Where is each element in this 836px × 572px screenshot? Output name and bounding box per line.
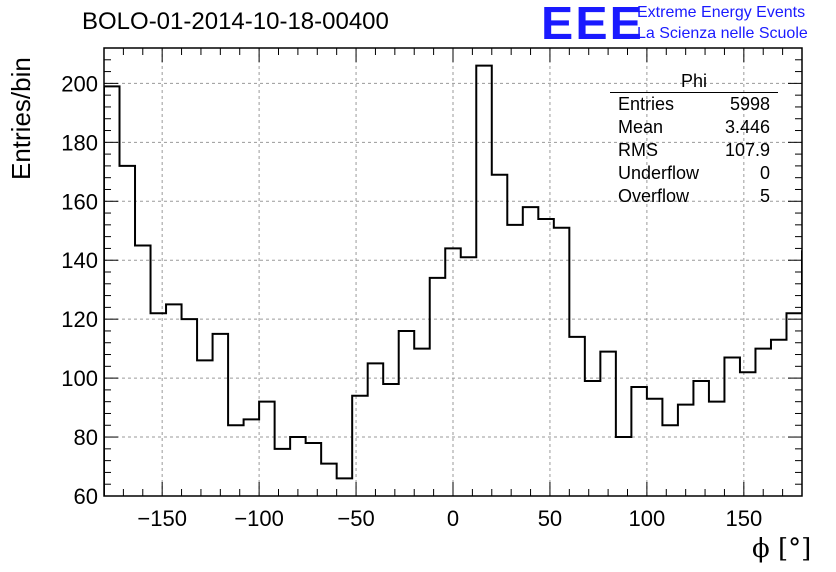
y-tick-label: 180 bbox=[61, 130, 98, 155]
stats-row-overflow: Overflow 5 bbox=[610, 185, 778, 208]
histogram-line bbox=[104, 64, 802, 496]
axis-ticks bbox=[103, 47, 803, 497]
stats-row-mean: Mean 3.446 bbox=[610, 116, 778, 139]
stats-value: 5 bbox=[759, 186, 770, 206]
y-axis-label: Entries/bin bbox=[6, 57, 36, 180]
stats-value: 107.9 bbox=[724, 140, 770, 160]
stats-row-entries: Entries 5998 bbox=[610, 93, 778, 116]
stats-value: 3.446 bbox=[724, 117, 770, 137]
stats-label: Underflow bbox=[618, 163, 700, 183]
stats-value: 5998 bbox=[729, 94, 770, 114]
stats-label: Mean bbox=[618, 117, 664, 137]
x-tick-label: 0 bbox=[447, 506, 459, 531]
y-tick-label: 100 bbox=[61, 366, 98, 391]
x-tick-label: 100 bbox=[629, 506, 666, 531]
y-tick-label: 140 bbox=[61, 248, 98, 273]
tick-labels: −150 −100 −50 0 50 100 150 60 80 100 120 140 160 180 2… bbox=[61, 71, 762, 531]
stats-row-rms: RMS 107.9 bbox=[610, 139, 778, 162]
stats-label: Entries bbox=[618, 94, 675, 114]
stats-box-title: Phi bbox=[610, 70, 778, 93]
y-tick-label: 200 bbox=[61, 71, 98, 96]
eee-logo: EEE bbox=[541, 0, 644, 49]
x-axis-label: ϕ [°] bbox=[752, 534, 812, 564]
org-name-line1: Extreme Energy Events bbox=[637, 4, 806, 21]
x-tick-label: −50 bbox=[337, 506, 374, 531]
stats-box: Phi Entries 5998 Mean 3.446 RMS 107.9 Un… bbox=[610, 70, 778, 208]
y-tick-label: 120 bbox=[61, 307, 98, 332]
stats-row-underflow: Underflow 0 bbox=[610, 162, 778, 185]
x-tick-label: −150 bbox=[137, 506, 187, 531]
stats-label: RMS bbox=[618, 140, 658, 160]
x-tick-label: 150 bbox=[725, 506, 762, 531]
chart-title: BOLO-01-2014-10-18-00400 bbox=[82, 8, 389, 35]
y-tick-label: 80 bbox=[74, 425, 98, 450]
grid-lines bbox=[104, 48, 802, 497]
y-tick-label: 160 bbox=[61, 189, 98, 214]
y-tick-label: 60 bbox=[74, 484, 98, 509]
x-tick-label: −100 bbox=[234, 506, 284, 531]
histogram-series bbox=[104, 64, 802, 496]
org-name-line2: La Scienza nelle Scuole bbox=[637, 25, 808, 42]
stats-value: 0 bbox=[759, 163, 770, 183]
x-tick-label: 50 bbox=[538, 506, 562, 531]
stats-label: Overflow bbox=[618, 186, 690, 206]
